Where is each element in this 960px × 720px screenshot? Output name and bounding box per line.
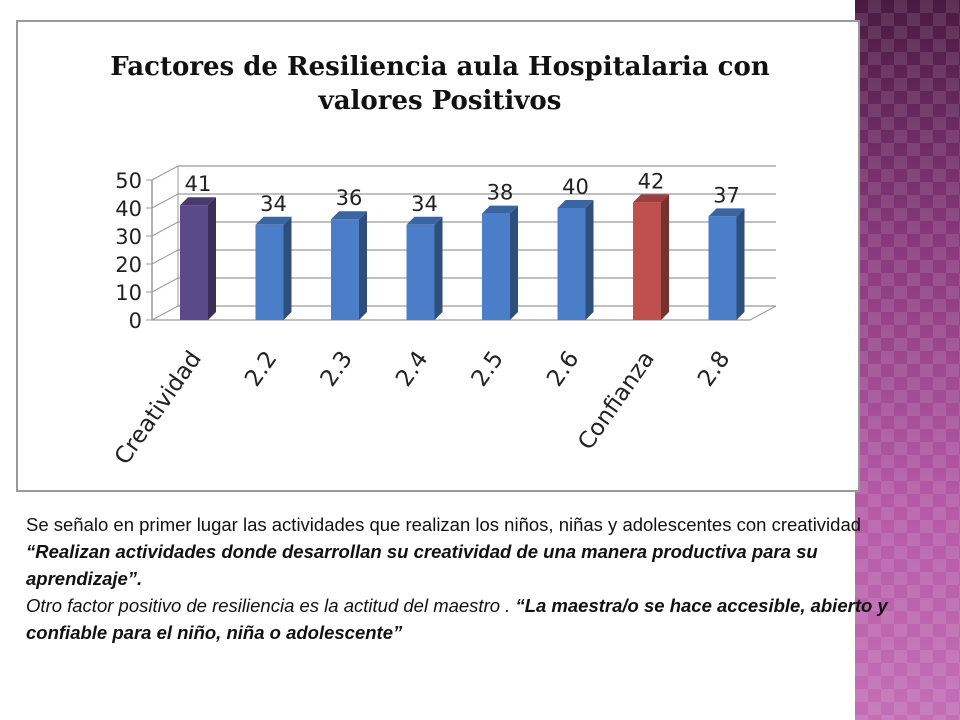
data-label: 40	[562, 175, 589, 199]
caption-p2-quote: “La maestra/o se hace accesible, abierto…	[26, 595, 888, 643]
caption-p1-text: Se señalo en primer lugar las actividade…	[26, 514, 862, 535]
x-tick-label: 2.2	[240, 347, 282, 392]
bar-top	[557, 200, 594, 208]
caption-paragraph-1: Se señalo en primer lugar las actividade…	[26, 511, 926, 592]
x-tick-label: Confianza	[573, 347, 660, 455]
y-tick-label: 0	[129, 309, 142, 333]
bar-top	[331, 211, 367, 220]
floor-right-edge	[749, 305, 777, 321]
bar-side	[434, 216, 443, 320]
bar-top	[180, 197, 216, 206]
chart-title-line-1: Factores de Resiliencia aula Hospitalari…	[110, 52, 770, 82]
data-label: 37	[713, 183, 740, 207]
y-tick-label: 10	[115, 281, 142, 305]
y-tick-label: 50	[115, 169, 142, 193]
x-tick-label: 2.3	[316, 347, 358, 392]
bar-side	[585, 200, 594, 320]
chart-title-line-2: valores Positivos	[318, 86, 562, 116]
decorative-side-panel	[855, 0, 960, 720]
data-label: 34	[260, 192, 287, 216]
y-tick-label: 40	[115, 197, 142, 221]
x-tick-label: 2.5	[467, 347, 509, 392]
bar	[255, 224, 284, 320]
x-tick-label: Creatividad	[110, 347, 207, 470]
gridline-depth	[151, 277, 179, 293]
bar-side	[283, 216, 292, 320]
y-tick-label: 30	[115, 225, 142, 249]
x-tick-label: 2.4	[391, 347, 433, 392]
gridline-depth	[151, 305, 179, 321]
data-label: 36	[336, 186, 363, 210]
bar	[633, 202, 661, 320]
bar	[708, 216, 737, 320]
x-tick-label: 2.6	[542, 347, 584, 392]
data-label: 41	[185, 172, 212, 196]
x-tick-label: 2.8	[693, 347, 735, 392]
bar	[180, 205, 208, 320]
caption-text: Se señalo en primer lugar las actividade…	[26, 511, 926, 646]
gridline-depth	[151, 221, 179, 237]
bar-side	[736, 208, 745, 320]
bar-top	[708, 208, 745, 217]
bar	[331, 219, 359, 320]
caption-p2-text: Otro factor positivo de resiliencia es l…	[26, 595, 516, 616]
data-label: 34	[411, 192, 438, 216]
bar-side	[661, 194, 669, 320]
y-tick-label: 20	[115, 253, 142, 277]
bar	[557, 208, 586, 320]
gridline-depth	[151, 165, 179, 181]
caption-p1-quote: “Realizan actividades donde desarrollan …	[26, 541, 818, 589]
data-label: 38	[487, 181, 514, 205]
bar-chart: 0 10 20 30 40 50 41 Creatividad 34 2.2 36 2.3 34 2.4 3…	[110, 165, 777, 470]
bar	[406, 224, 435, 320]
caption-paragraph-2: Otro factor positivo de resiliencia es l…	[26, 592, 926, 646]
bar-side	[510, 205, 518, 320]
bar-top	[482, 205, 518, 214]
bar-top	[255, 216, 292, 225]
gridline-depth	[151, 249, 179, 265]
chart-title: Factores de Resiliencia aula Hospitalari…	[18, 50, 862, 118]
data-label: 42	[638, 169, 665, 193]
bar-top	[406, 216, 443, 225]
chart-frame: Factores de Resiliencia aula Hospitalari…	[16, 20, 860, 492]
bar-top	[633, 194, 669, 203]
bar-side	[359, 211, 367, 320]
bar	[482, 213, 510, 320]
gridline-depth	[151, 193, 179, 209]
bar-side	[208, 197, 216, 320]
